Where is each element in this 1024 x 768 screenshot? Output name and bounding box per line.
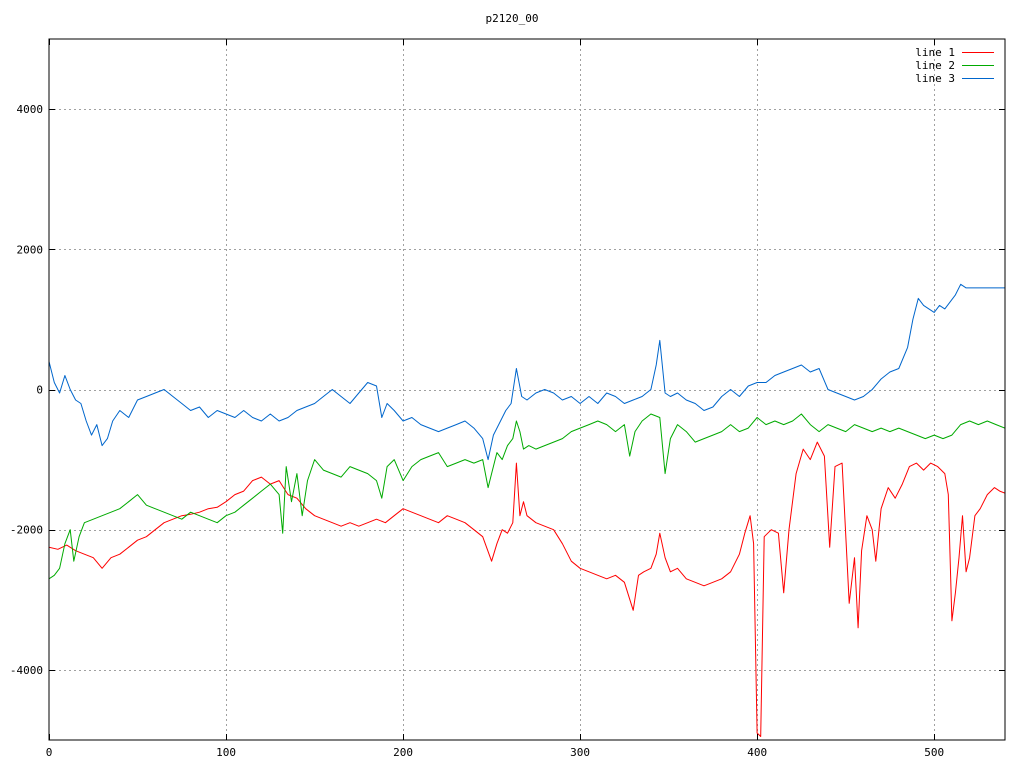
y-tick-label: 2000 [17, 243, 44, 256]
x-tick-label: 100 [216, 746, 236, 759]
x-axis-tick-labels: 0 100 200 300 400 500 [46, 746, 944, 759]
y-tick-label: -2000 [10, 524, 43, 537]
y-tick-label: 0 [36, 384, 43, 397]
y-tick-label: -4000 [10, 664, 43, 677]
legend-label: line 2 [915, 59, 955, 72]
plot-frame [48, 38, 1006, 741]
chart-title: p2120_00 [486, 12, 539, 25]
legend-label: line 1 [915, 46, 955, 59]
plot-series [49, 283, 1005, 737]
series-line-1 [49, 441, 1005, 737]
x-tick-label: 400 [747, 746, 767, 759]
axis-ticks [49, 39, 1005, 740]
x-tick-label: 500 [924, 746, 944, 759]
x-tick-label: 200 [393, 746, 413, 759]
x-tick-label: 0 [46, 746, 53, 759]
series-line-3 [49, 283, 1005, 461]
y-axis-tick-labels: -4000 -2000 0 2000 4000 [10, 103, 43, 677]
series-line-2 [49, 413, 1005, 580]
y-tick-label: 4000 [17, 103, 44, 116]
grid [49, 39, 1005, 740]
x-tick-label: 300 [570, 746, 590, 759]
legend-label: line 3 [915, 72, 955, 85]
